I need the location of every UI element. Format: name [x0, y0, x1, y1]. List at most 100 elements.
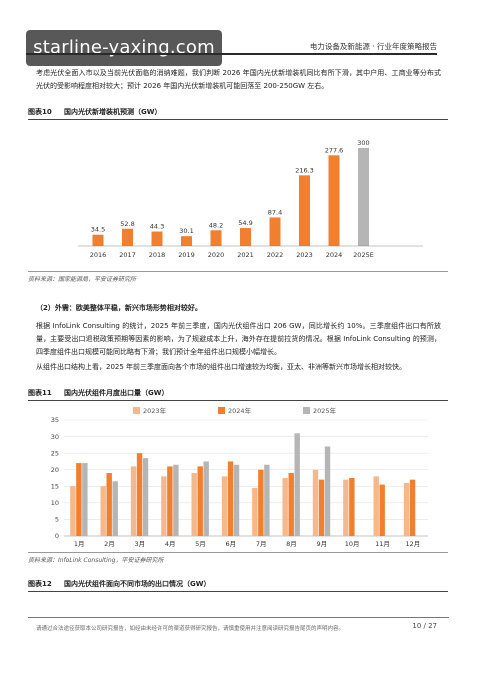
bar-value-2022: 87.4: [268, 208, 282, 216]
page-number: 10 / 27: [412, 622, 437, 630]
figure-10-top-rule: [28, 119, 448, 120]
bar-6月-2025年: [233, 464, 240, 536]
figure-11-number: 图表11: [28, 389, 52, 397]
bar-2024: [328, 155, 340, 246]
bar-3月-2024年: [136, 453, 143, 536]
month-label-2月: 2月: [104, 540, 115, 548]
bar-value-2021: 54.9: [238, 219, 252, 227]
bar-2017: [122, 228, 133, 246]
export-paragraph: 根据 InfoLink Consulting 的统计，2025 年前三季度，国内…: [36, 322, 441, 356]
bar-2月-2025年: [112, 481, 118, 536]
intro-paragraph: 考虑光伏全面入市以及当前光伏面临的消纳难题，我们判断 2026 年国内光伏新增装…: [36, 69, 441, 90]
figure-11-source: 资料来源：InfoLink Consulting，平安证券研究所: [28, 557, 164, 564]
bar-5月-2023年: [191, 473, 197, 536]
month-label-11月: 11月: [375, 540, 390, 548]
category-label-2018: 2018: [149, 251, 166, 259]
header-rule: [26, 53, 437, 55]
y-tick-5: 5: [55, 516, 59, 524]
month-label-10月: 10月: [345, 540, 360, 548]
y-tick-20: 20: [51, 466, 59, 474]
category-label-2025E: 2025E: [353, 251, 374, 259]
category-label-2023: 2023: [296, 251, 313, 259]
month-label-3月: 3月: [135, 540, 146, 548]
bar-12月-2023年: [403, 482, 410, 536]
header-title: 电力设备及新能源 · 行业年度策略报告: [309, 42, 437, 51]
bar-4月-2024年: [167, 466, 173, 536]
bar-value-2025E: 300: [357, 139, 369, 147]
legend-label-2023年: 2023年: [143, 406, 167, 415]
bar-10月-2024年: [349, 478, 355, 536]
bar-6月-2023年: [221, 476, 228, 536]
bar-value-2018: 44.3: [150, 223, 164, 231]
y-tick-35: 35: [51, 416, 59, 424]
footer-disclaimer: 请通过合法途径获取本公司研究报告，如经由未经许可的渠道获得研究报告，请慎重使用并…: [36, 626, 345, 632]
bar-2023: [299, 175, 310, 246]
bar-2019: [181, 236, 192, 246]
legend-swatch-2025年: [303, 407, 310, 414]
bar-2020: [210, 230, 222, 246]
bar-8月-2025年: [294, 433, 300, 536]
bar-9月-2025年: [324, 446, 331, 536]
bar-4月-2023年: [161, 476, 167, 536]
month-label-6月: 6月: [226, 540, 237, 548]
bar-value-2016: 34.5: [91, 226, 105, 234]
bar-2016: [92, 234, 104, 246]
figure-12-caption: 国内光伏组件面向不同市场的出口情况（GW）: [64, 580, 211, 588]
bar-11月-2024年: [379, 484, 385, 536]
y-tick-0: 0: [55, 532, 59, 540]
month-label-9月: 9月: [317, 540, 328, 548]
bar-1月-2025年: [82, 463, 88, 536]
bar-value-2019: 30.1: [179, 227, 193, 235]
bar-2018: [151, 231, 163, 246]
bar-2月-2023年: [100, 486, 106, 536]
legend-label-2025年: 2025年: [313, 406, 337, 415]
figure-11-top-rule: [28, 400, 448, 401]
figure-11-caption: 国内光伏组件月度出口量（GW）: [64, 389, 169, 397]
bar-value-2023: 216.3: [295, 166, 314, 174]
category-label-2019: 2019: [178, 251, 195, 259]
bar-value-2017: 52.8: [120, 220, 134, 228]
category-label-2022: 2022: [267, 251, 284, 259]
y-tick-15: 15: [51, 482, 59, 490]
month-label-4月: 4月: [165, 540, 176, 548]
bar-9月-2023年: [312, 469, 319, 536]
legend-swatch-2023年: [133, 407, 140, 414]
bar-3月-2025年: [142, 458, 149, 536]
category-label-2016: 2016: [90, 251, 107, 259]
month-label-7月: 7月: [256, 540, 267, 548]
y-tick-10: 10: [51, 499, 59, 507]
legend-swatch-2024年: [218, 407, 225, 414]
bar-4月-2025年: [173, 464, 179, 536]
y-tick-30: 30: [51, 433, 59, 441]
bar-1月-2024年: [76, 463, 82, 536]
category-label-2024: 2024: [326, 251, 343, 259]
legend-label-2024年: 2024年: [228, 406, 252, 415]
month-label-1月: 1月: [74, 540, 85, 548]
bar-2月-2024年: [106, 473, 112, 536]
figure-10-source: 资料来源：国家能源局，平安证券研究所: [28, 276, 137, 283]
figure-10-number: 图表10: [28, 108, 52, 116]
bar-5月-2024年: [197, 466, 203, 536]
figure-11-title: 图表11 国内光伏组件月度出口量（GW）: [28, 388, 448, 398]
figure-10-caption: 国内光伏新增装机预测（GW）: [64, 108, 162, 116]
month-label-12月: 12月: [405, 540, 420, 548]
y-tick-25: 25: [51, 449, 59, 457]
figure-12-top-rule: [28, 591, 448, 592]
figure-11-bottom-rule: [28, 552, 448, 553]
bar-12月-2024年: [409, 479, 416, 536]
bar-7月-2023年: [252, 487, 258, 536]
category-label-2021: 2021: [237, 251, 254, 259]
bar-value-2020: 48.2: [209, 221, 223, 229]
bar-11月-2023年: [373, 476, 379, 536]
month-label-8月: 8月: [286, 540, 297, 548]
footer-rule: [28, 617, 449, 618]
bar-3月-2023年: [130, 466, 137, 536]
bar-value-2024: 277.6: [325, 146, 344, 154]
bar-2022: [269, 217, 281, 246]
month-label-5月: 5月: [195, 540, 206, 548]
category-label-2017: 2017: [119, 251, 136, 259]
install-forecast-chart: 34.5 2016 52.8 2017 44.3 2018 30.1 2019 48.2 2020…: [78, 139, 423, 259]
bar-10月-2023年: [343, 479, 349, 536]
bar-1月-2023年: [70, 486, 76, 536]
bar-2021: [240, 228, 251, 246]
